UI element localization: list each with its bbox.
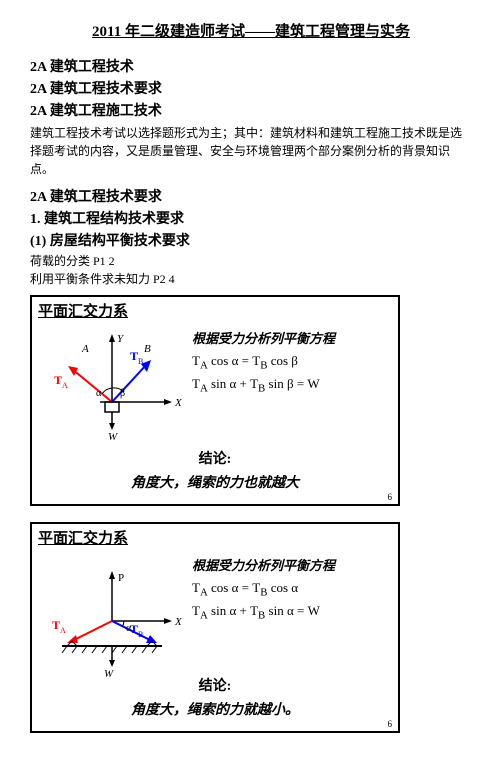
svg-text:α: α [126, 623, 132, 634]
figure-2-eq-title: 根据受力分析列平衡方程 [192, 555, 335, 574]
svg-text:α: α [96, 388, 102, 399]
figure-1-eq-1: TA cos α = TB cos β [192, 353, 335, 372]
figure-1-pagenum: 6 [388, 492, 393, 502]
page-title: 2011 年二级建造师考试——建筑工程管理与实务 [30, 20, 472, 41]
sub-heading-2: 1. 建筑工程结构技术要求 [30, 208, 472, 228]
svg-text:B: B [138, 630, 143, 639]
figure-1-equations: 根据受力分析列平衡方程 TA cos α = TB cos β TA sin α… [192, 324, 339, 398]
figure-2-conclusion: 角度大，绳索的力就越小。 [32, 699, 398, 719]
figure-2-eq-1: TA cos α = TB cos α [192, 580, 335, 599]
sub-heading-3: (1) 房屋结构平衡技术要求 [30, 230, 472, 250]
figure-1-conclusion: 角度大，绳索的力也就越大 [32, 472, 398, 492]
svg-text:T: T [52, 618, 60, 632]
figure-1-diagram: Y X A B T A T B α β W [32, 324, 192, 444]
note-2: 利用平衡条件求未知力 P2 4 [30, 270, 472, 287]
figure-1: 平面汇交力系 [30, 295, 400, 506]
svg-text:β: β [120, 388, 125, 399]
svg-text:T: T [54, 373, 62, 387]
note-1: 荷载的分类 P1 2 [30, 252, 472, 269]
figure-1-eq-2: TA sin α + TB sin β = W [192, 376, 335, 395]
figure-1-eq-title: 根据受力分析列平衡方程 [192, 328, 335, 347]
svg-text:Y: Y [117, 333, 125, 345]
figure-2-title: 平面汇交力系 [32, 524, 398, 551]
figure-2: 平面汇交力系 P X T A T B [30, 522, 400, 733]
figure-1-conclusion-label: 结论: [32, 448, 398, 468]
svg-text:W: W [108, 431, 118, 443]
svg-text:B: B [144, 343, 151, 355]
intro-paragraph: 建筑工程技术考试以选择题形式为主；其中：建筑材料和建筑工程施工技术既是选择题考试… [30, 124, 472, 178]
heading-2a-1: 2A 建筑工程技术 [30, 56, 472, 76]
svg-text:B: B [138, 357, 143, 366]
figure-2-eq-2: TA sin α + TB sin α = W [192, 603, 335, 622]
svg-text:W: W [104, 668, 114, 680]
figure-2-equations: 根据受力分析列平衡方程 TA cos α = TB cos α TA sin α… [192, 551, 339, 625]
heading-2a-3: 2A 建筑工程施工技术 [30, 100, 472, 120]
svg-text:P: P [118, 572, 124, 584]
svg-text:T: T [130, 349, 138, 363]
figure-2-diagram: P X T A T B α [32, 551, 192, 671]
svg-text:X: X [174, 397, 183, 409]
svg-text:A: A [81, 343, 89, 355]
figure-1-title: 平面汇交力系 [32, 297, 398, 324]
svg-text:A: A [60, 626, 66, 635]
svg-text:X: X [174, 616, 183, 628]
heading-2a-2: 2A 建筑工程技术要求 [30, 78, 472, 98]
figure-2-pagenum: 6 [388, 719, 393, 729]
sub-heading-1: 2A 建筑工程技术要求 [30, 186, 472, 206]
svg-text:A: A [62, 381, 68, 390]
